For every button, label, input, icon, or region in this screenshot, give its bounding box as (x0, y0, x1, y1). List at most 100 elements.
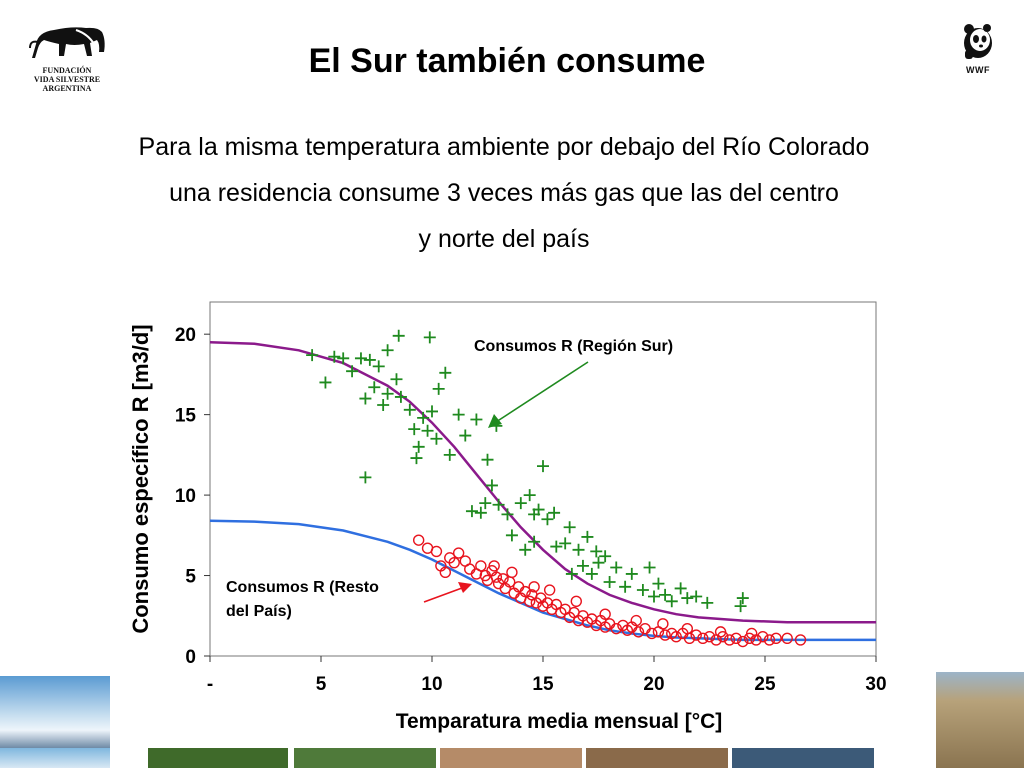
photo-forest (148, 748, 288, 768)
point-sur (681, 592, 694, 605)
point-sur (408, 423, 421, 436)
photo-strip (0, 748, 1024, 768)
point-sur (576, 559, 589, 572)
photo-water (732, 748, 874, 768)
point-sur (394, 390, 407, 403)
point-sur (426, 405, 438, 418)
point-resto (570, 595, 582, 607)
annotation-sur-arrow (495, 361, 589, 423)
point-resto (794, 634, 807, 646)
annotation-resto-line-2: del País) (226, 603, 292, 620)
point-sur (481, 453, 494, 466)
point-sur (474, 506, 487, 519)
annotations: Consumos R (Región Sur) Consumos R (Resto… (226, 338, 673, 620)
point-resto (632, 626, 645, 638)
point-sur (559, 537, 572, 550)
wwf-logo: WWF (958, 22, 998, 76)
point-sur (410, 452, 423, 465)
point-sur (381, 344, 394, 357)
point-resto (757, 630, 769, 643)
wwf-label: WWF (966, 65, 990, 75)
point-sur (459, 429, 472, 442)
point-sur (736, 592, 749, 605)
point-resto (439, 566, 452, 579)
point-resto (528, 581, 540, 593)
point-sur (585, 567, 598, 580)
point-resto (506, 566, 518, 579)
point-sur (734, 600, 747, 613)
point-sur (439, 366, 452, 379)
point-sur (359, 392, 372, 405)
data-points (306, 329, 807, 648)
point-sur (572, 543, 585, 556)
y-tick-label: 15 (175, 406, 197, 427)
point-sur (328, 350, 341, 363)
annotation-resto-arrowhead (458, 582, 472, 593)
axis-ticks: - 5 10 15 20 25 30 0 5 10 15 20 (175, 325, 887, 695)
fvsa-line-3: ARGENTINA (42, 84, 92, 93)
series-0 (306, 329, 749, 613)
point-sur (659, 588, 672, 601)
consumption-chart: Consumo específico R [m3/d] Temparatura … (110, 290, 910, 740)
point-sur (430, 432, 443, 445)
x-tick-label: 5 (316, 674, 327, 695)
y-tick-label: 20 (175, 325, 196, 346)
subtitle-line-1: Para la misma temperatura ambiente por d… (138, 133, 870, 161)
point-resto (737, 635, 749, 648)
point-sur (619, 580, 632, 593)
point-sur (690, 590, 703, 603)
y-tick-label: 10 (175, 486, 196, 507)
x-tick-label: 10 (421, 674, 442, 695)
chart-svg: Consumo específico R [m3/d] Temparatura … (128, 301, 887, 733)
point-sur (581, 530, 594, 543)
point-sur (648, 590, 660, 603)
point-sur (548, 506, 561, 519)
point-resto (630, 614, 642, 627)
point-resto (657, 618, 669, 630)
point-resto (475, 560, 487, 572)
point-sur (421, 424, 434, 437)
slide-subtitle: Para la misma temperatura ambiente por d… (0, 124, 1008, 262)
point-sur (519, 543, 532, 556)
point-sur (603, 575, 616, 588)
point-sur (590, 545, 603, 558)
point-sur (505, 529, 518, 542)
x-tick-label: 30 (865, 674, 886, 695)
point-sur (492, 498, 505, 511)
point-sur (610, 561, 623, 574)
y-tick-label: 0 (185, 647, 196, 668)
x-tick-label: 15 (532, 674, 554, 695)
point-resto (452, 547, 465, 559)
point-sur (514, 497, 527, 510)
photo-glacier (0, 748, 110, 768)
point-resto (490, 571, 503, 583)
subtitle-line-2: una residencia consume 3 veces más gas q… (169, 179, 839, 207)
point-sur (306, 349, 319, 362)
point-sur (636, 584, 649, 597)
point-sur (452, 408, 465, 421)
fvsa-line-1: FUNDACIÓN (42, 66, 92, 75)
anteater-icon (29, 27, 105, 58)
point-sur (346, 365, 359, 378)
x-axis-title: Temparatura media mensual [°C] (396, 710, 723, 733)
point-sur (528, 535, 541, 548)
photo-fern (294, 748, 436, 768)
fvsa-line-2: VIDA SILVESTRE (33, 75, 101, 84)
point-sur (643, 561, 656, 574)
point-sur (523, 489, 536, 502)
point-sur (423, 331, 436, 344)
y-tick-label: 5 (185, 567, 196, 588)
point-resto (730, 632, 742, 644)
fvsa-logo: FUNDACIÓN VIDA SILVESTRE ARGENTINA (22, 18, 112, 110)
fvsa-text: FUNDACIÓN VIDA SILVESTRE ARGENTINA (22, 66, 112, 93)
point-sur (354, 352, 367, 365)
point-sur (625, 567, 638, 580)
point-resto (543, 584, 556, 596)
point-sur (592, 556, 605, 569)
point-sur (381, 387, 394, 400)
point-sur (403, 403, 416, 416)
point-sur (652, 577, 665, 590)
point-resto (714, 626, 727, 638)
point-sur (470, 413, 483, 426)
point-resto (646, 627, 658, 640)
